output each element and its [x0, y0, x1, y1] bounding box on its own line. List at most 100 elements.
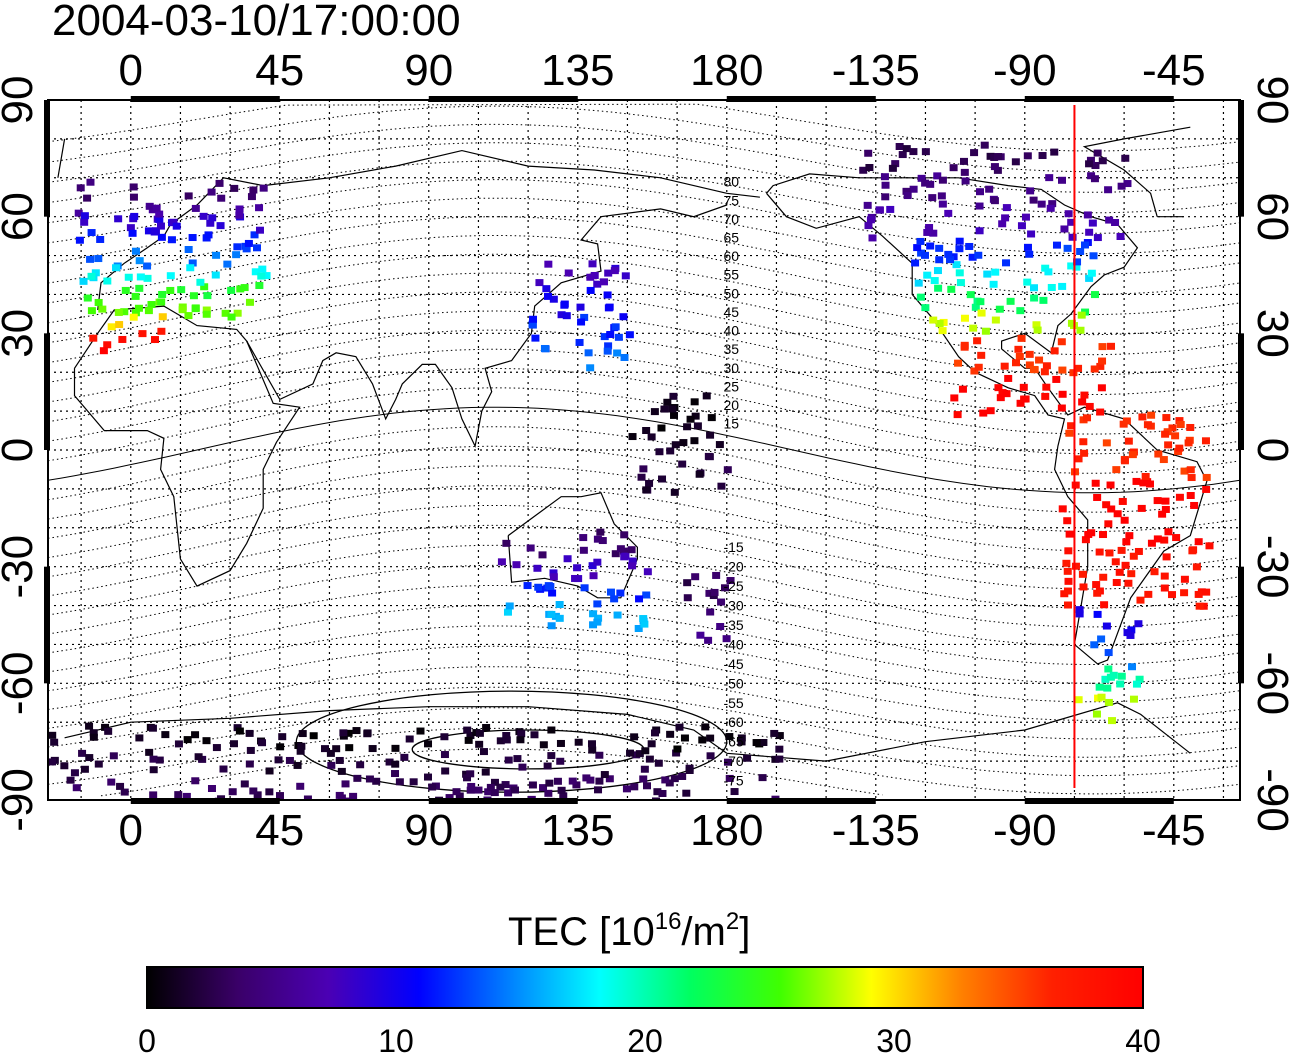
tec-cell	[743, 754, 752, 762]
tec-cell	[1058, 366, 1067, 374]
tec-cell	[725, 733, 734, 741]
tec-cell	[114, 215, 123, 223]
tec-cell	[349, 792, 358, 800]
tec-cell	[717, 598, 726, 606]
tec-cell	[574, 738, 583, 746]
tec-cell	[143, 274, 152, 282]
tec-cell	[149, 755, 158, 763]
tec-cell	[655, 448, 664, 456]
tec-cell	[228, 788, 237, 796]
tec-cell	[174, 740, 183, 748]
tec-cell	[1042, 362, 1051, 370]
tec-cell	[1195, 602, 1204, 610]
tec-cell	[1093, 493, 1102, 501]
tec-cell	[206, 219, 215, 227]
tec-cell	[1202, 473, 1211, 481]
tec-cell	[613, 349, 622, 357]
tec-cell	[974, 251, 983, 259]
tec-cell	[1093, 234, 1102, 242]
tec-cell	[467, 782, 476, 790]
magnetic-latitude-contour	[48, 253, 1240, 336]
tec-cell	[1132, 680, 1141, 688]
latitude-tick-label: -90	[0, 768, 42, 832]
tec-cell	[938, 327, 947, 335]
tec-cell	[83, 194, 92, 202]
tec-cell	[535, 279, 544, 287]
tec-cell	[230, 184, 239, 192]
top-longitude-labels: 0 45 90 135 180 -135 -90 -45	[119, 46, 1206, 95]
tec-cell	[1015, 352, 1024, 360]
tec-cell	[545, 779, 554, 787]
tec-cell	[1129, 695, 1138, 703]
tec-cell	[128, 229, 137, 237]
tec-cell	[184, 312, 193, 320]
tec-cell	[89, 729, 98, 737]
tec-cell	[255, 282, 264, 290]
magnetic-latitude-contour	[48, 485, 1240, 571]
tec-cell	[695, 470, 704, 478]
tec-cell	[616, 545, 625, 553]
tec-cell	[658, 475, 667, 483]
tec-cell	[138, 330, 147, 338]
magnetic-latitude-contour	[48, 426, 1240, 513]
tec-cell	[661, 776, 670, 784]
frame-tick-bar	[428, 96, 578, 102]
tec-cell	[275, 792, 284, 800]
tec-cell	[215, 179, 224, 187]
tec-cell	[994, 153, 1003, 161]
tec-cell	[1172, 534, 1181, 542]
colorbar-tick-label: 10	[378, 1023, 414, 1057]
tec-cell	[1160, 584, 1169, 592]
tec-cell	[651, 729, 660, 737]
tec-cell	[1103, 684, 1112, 692]
tec-cell	[628, 557, 637, 565]
tec-cell	[977, 351, 986, 359]
tec-cell	[611, 323, 620, 331]
tec-cell	[603, 347, 612, 355]
tec-cell	[1104, 698, 1113, 706]
tec-cell	[363, 729, 372, 737]
magnetic-latitude-label: -30	[723, 598, 743, 614]
tec-cell	[391, 770, 400, 778]
tec-cell	[1087, 269, 1096, 277]
tec-cell	[244, 239, 253, 247]
tec-cell	[452, 788, 461, 796]
colorbar-tick-label: 30	[876, 1023, 912, 1057]
tec-cell	[1117, 546, 1126, 554]
tec-cell	[1084, 530, 1093, 538]
tec-cell	[1063, 244, 1072, 252]
tec-cell	[1090, 291, 1099, 299]
tec-cell	[219, 765, 228, 773]
tec-cell	[116, 782, 125, 790]
tec-cell	[1063, 587, 1072, 595]
tec-cell	[903, 192, 912, 200]
tec-cell	[610, 595, 619, 603]
tec-cell	[129, 193, 138, 201]
tec-cell	[675, 723, 684, 731]
tec-cell	[575, 338, 584, 346]
tec-cell	[657, 424, 666, 432]
tec-cell	[1023, 152, 1032, 160]
colorbar-tick-label: 20	[627, 1023, 663, 1057]
tec-cell	[1079, 438, 1088, 446]
tec-cell	[956, 279, 965, 287]
tec-cell	[255, 204, 264, 212]
tec-cell	[242, 245, 251, 253]
tec-cell	[466, 786, 475, 794]
tec-cell	[881, 193, 890, 201]
magnetic-latitude-contour	[48, 291, 1240, 376]
tec-cell	[605, 775, 614, 783]
tec-cell	[385, 758, 394, 766]
frame-tick-bar	[130, 96, 280, 102]
tec-cell	[528, 781, 537, 789]
tec-cell	[1052, 241, 1061, 249]
tec-cell	[1025, 361, 1034, 369]
tec-cell	[1122, 417, 1131, 425]
tec-cell	[916, 237, 925, 245]
magnetic-latitude-label: -15	[723, 539, 743, 555]
colorbar-tick-label: 40	[1125, 1023, 1161, 1057]
tec-cell	[149, 791, 158, 799]
tec-cell	[1135, 675, 1144, 683]
tec-cell	[635, 595, 644, 603]
tec-cell	[557, 311, 566, 319]
